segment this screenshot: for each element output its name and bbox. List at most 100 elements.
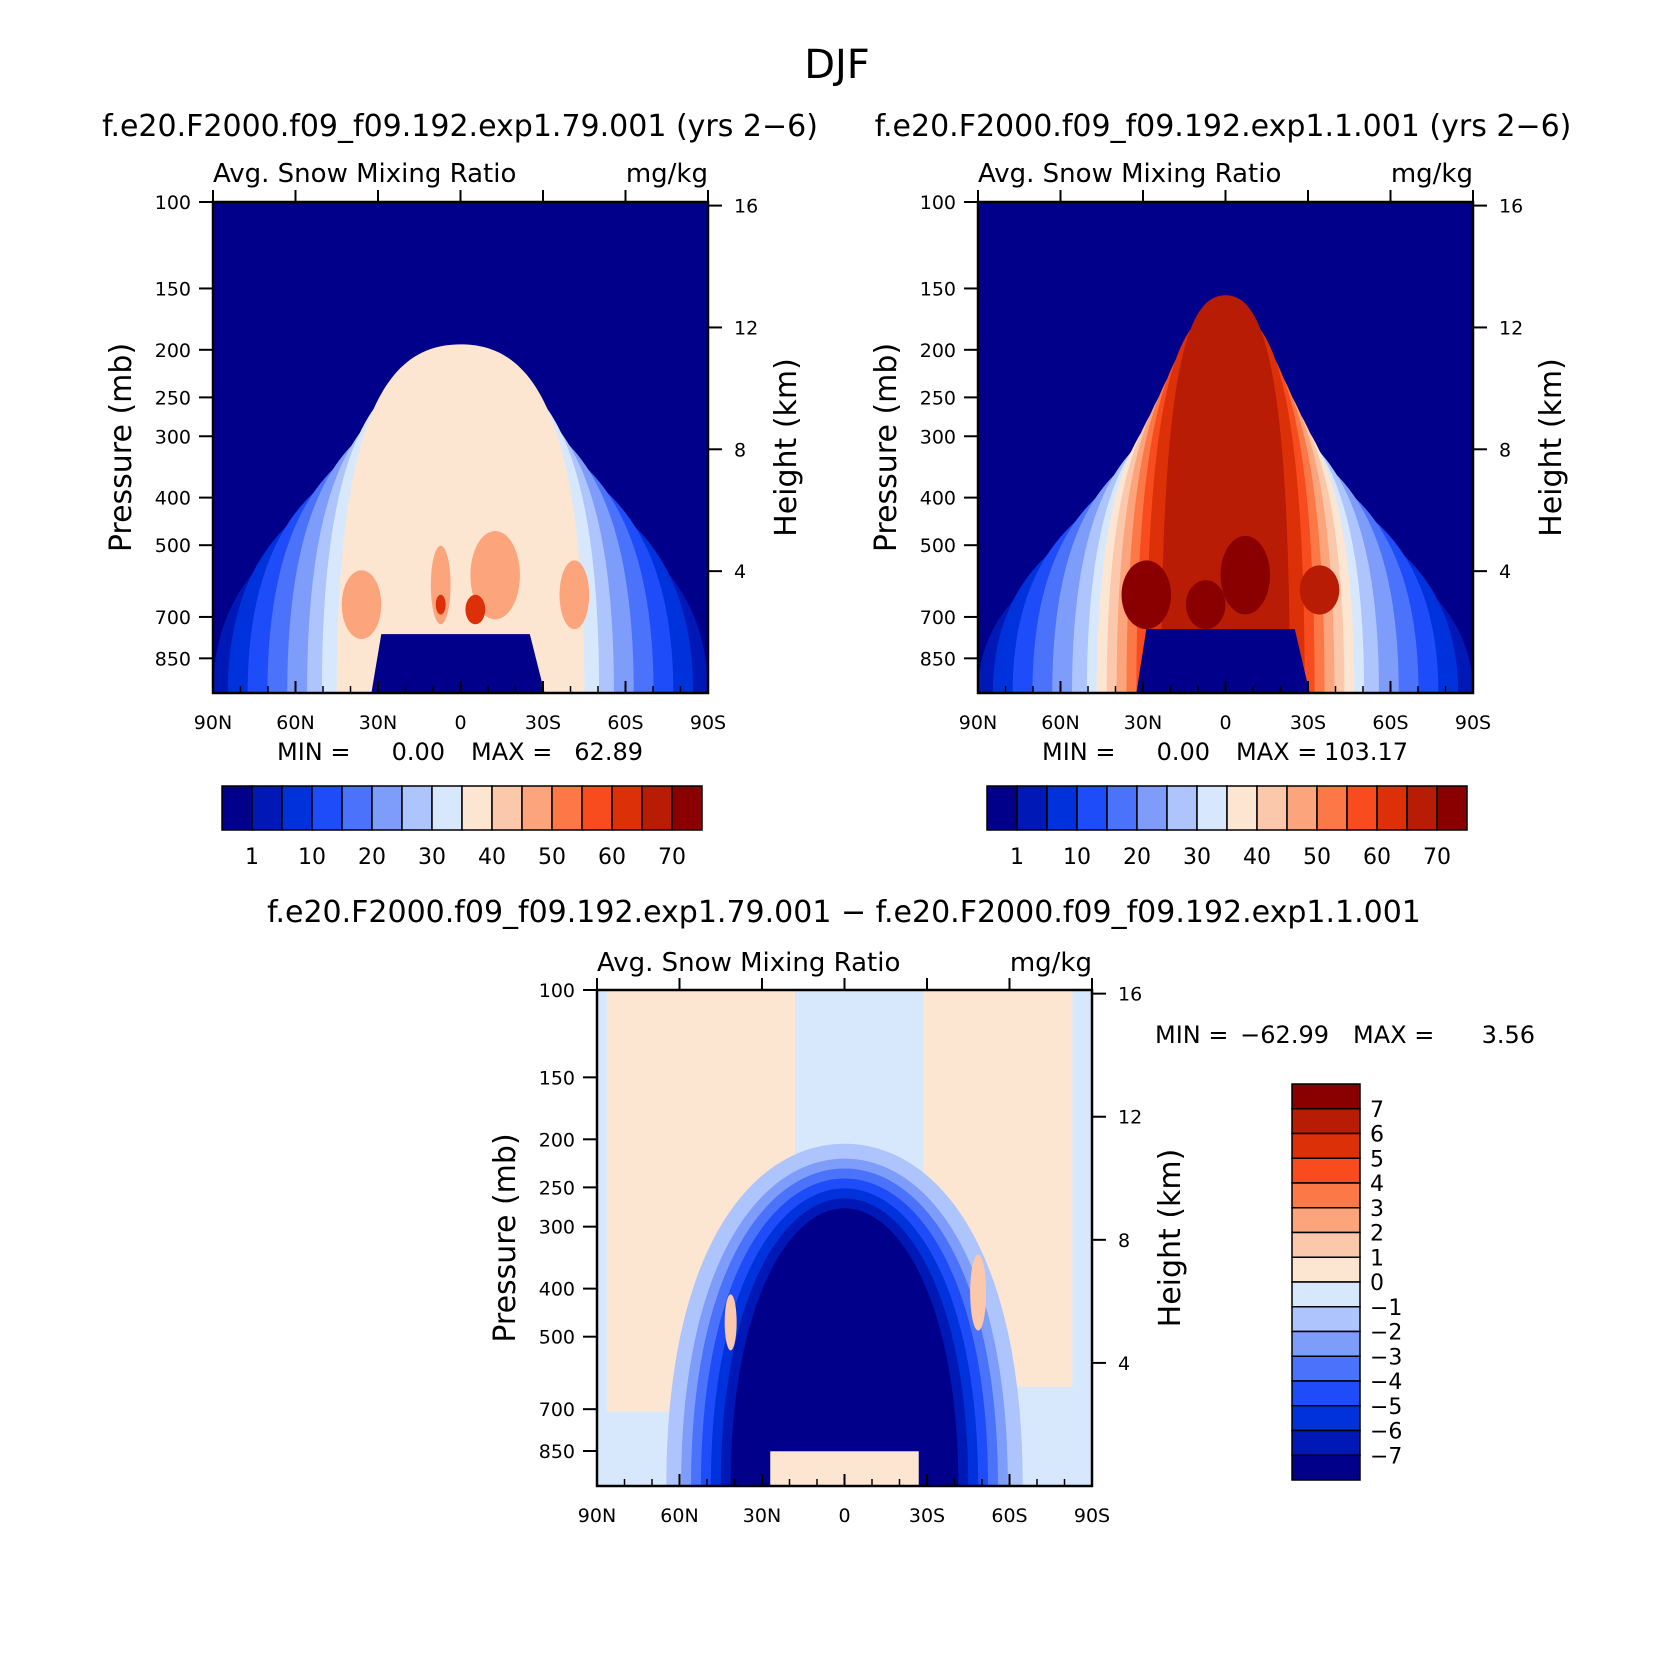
- colorbar-label: 70: [658, 845, 686, 870]
- colorbar-box: [341, 785, 373, 831]
- y-tick-label: 400: [539, 1279, 575, 1301]
- x-tick-label: 60N: [660, 1505, 698, 1527]
- colorbar-label: 6: [1370, 1123, 1384, 1148]
- colorbar-box: [1291, 1330, 1361, 1357]
- colorbar-box: [311, 785, 343, 831]
- left-string: Avg. Snow Mixing Ratio: [213, 159, 516, 189]
- x-tick-label: 90S: [1455, 712, 1491, 734]
- y-tick-label: 850: [539, 1441, 575, 1463]
- colorbar-box: [1291, 1281, 1361, 1308]
- colorbar-box: [1291, 1306, 1361, 1333]
- y-tick-label: 850: [155, 648, 191, 670]
- surface-minimum: [371, 634, 545, 693]
- x-tick-label: 60S: [1372, 712, 1408, 734]
- contour-core: [341, 570, 382, 639]
- height-tick-label: 8: [734, 439, 746, 461]
- contour-band: [336, 344, 585, 693]
- x-tick-label: 90S: [1074, 1505, 1110, 1527]
- x-tick-label: 30N: [743, 1505, 781, 1527]
- colorbar-box: [611, 785, 643, 831]
- contour-core: [470, 530, 520, 620]
- colorbar-box: [1046, 785, 1078, 831]
- colorbar-box: [671, 785, 703, 831]
- colorbar-box: [1291, 1231, 1361, 1258]
- height-tick-label: 16: [734, 196, 758, 218]
- colorbar-box: [281, 785, 313, 831]
- height-tick-label: 12: [1118, 1107, 1142, 1129]
- contour-core: [1299, 565, 1340, 615]
- colorbar-label: 4: [1370, 1172, 1384, 1197]
- min-value: 0.00: [392, 738, 445, 766]
- colorbar-label: 7: [1370, 1098, 1384, 1123]
- y-tick-label: 400: [155, 488, 191, 510]
- height-tick-label: 16: [1118, 984, 1142, 1006]
- colorbar-label: 2: [1370, 1222, 1384, 1247]
- x-tick-label: 90N: [578, 1505, 616, 1527]
- min-value: −62.99: [1240, 1021, 1329, 1049]
- height-tick-label: 16: [1499, 196, 1523, 218]
- y-axis-title: Pressure (mb): [104, 343, 139, 552]
- colorbar-box: [491, 785, 523, 831]
- colorbar-label: 20: [1123, 845, 1151, 870]
- colorbar-box: [551, 785, 583, 831]
- y-axis-right-title: Height (km): [1153, 1149, 1188, 1328]
- contour-core: [1185, 580, 1226, 630]
- max-label: MAX =: [1236, 738, 1317, 766]
- x-tick-label: 0: [454, 712, 466, 734]
- x-tick-label: 0: [838, 1505, 850, 1527]
- y-tick-label: 700: [539, 1399, 575, 1421]
- height-tick-label: 4: [1499, 561, 1511, 583]
- x-tick-label: 60S: [991, 1505, 1027, 1527]
- y-tick-label: 500: [155, 535, 191, 557]
- colorbar-label: 70: [1423, 845, 1451, 870]
- colorbar-label: 1: [1370, 1246, 1384, 1271]
- max-value: 103.17: [1324, 738, 1408, 766]
- height-tick-label: 8: [1118, 1230, 1130, 1252]
- colorbar-label: 5: [1370, 1147, 1384, 1172]
- colorbar-box: [221, 785, 253, 831]
- y-tick-label: 300: [539, 1217, 575, 1239]
- max-label: MAX =: [471, 738, 552, 766]
- colorbar-label: −7: [1370, 1444, 1402, 1469]
- colorbar-label: 40: [1243, 845, 1271, 870]
- y-tick-label: 850: [920, 648, 956, 670]
- colorbar-label: −2: [1370, 1321, 1402, 1346]
- y-tick-label: 200: [920, 340, 956, 362]
- colorbar-box: [1291, 1182, 1361, 1209]
- panel-top-left: f.e20.F2000.f09_f09.192.exp1.79.001 (yrs…: [102, 109, 818, 870]
- height-tick-label: 12: [734, 317, 758, 339]
- contour-core: [1220, 535, 1271, 615]
- colorbar-label: 20: [358, 845, 386, 870]
- x-tick-label: 90N: [959, 712, 997, 734]
- colorbar-box: [1406, 785, 1438, 831]
- y-tick-label: 300: [155, 426, 191, 448]
- colorbar-label: 60: [598, 845, 626, 870]
- y-axis-right-title: Height (km): [769, 358, 804, 537]
- y-axis-title: Pressure (mb): [488, 1133, 523, 1342]
- y-tick-label: 700: [155, 607, 191, 629]
- right-string: mg/kg: [1391, 159, 1473, 189]
- colorbar-box: [1291, 1207, 1361, 1234]
- y-tick-label: 400: [920, 488, 956, 510]
- colorbar-label: 30: [418, 845, 446, 870]
- panel-title: f.e20.F2000.f09_f09.192.exp1.79.001 (yrs…: [102, 109, 818, 144]
- colorbar-box: [1256, 785, 1288, 831]
- colorbar-box: [1316, 785, 1348, 831]
- panels-layer: f.e20.F2000.f09_f09.192.exp1.79.001 (yrs…: [102, 109, 1571, 1527]
- colorbar-box: [1346, 785, 1378, 831]
- min-label: MIN =: [1155, 1021, 1228, 1049]
- left-string: Avg. Snow Mixing Ratio: [978, 159, 1281, 189]
- colorbar-box: [401, 785, 433, 831]
- y-tick-label: 700: [920, 607, 956, 629]
- colorbar-box: [1226, 785, 1258, 831]
- colorbar-label: −3: [1370, 1345, 1402, 1370]
- colorbar-box: [521, 785, 553, 831]
- colorbar-label: −6: [1370, 1420, 1402, 1445]
- colorbar-label: 50: [538, 845, 566, 870]
- colorbar-box: [251, 785, 283, 831]
- colorbar-box: [371, 785, 403, 831]
- colorbar-label: 30: [1183, 845, 1211, 870]
- y-tick-label: 100: [920, 192, 956, 214]
- colorbar-box: [1016, 785, 1048, 831]
- y-axis-title: Pressure (mb): [869, 343, 904, 552]
